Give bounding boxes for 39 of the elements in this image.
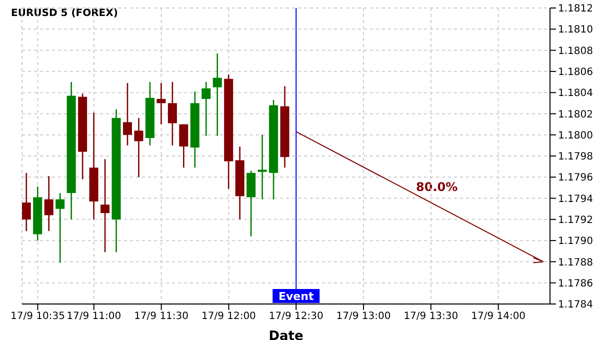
y-tick-label: 1.1786 [558,278,593,290]
candlestick [134,117,144,178]
y-tick-label: 1.1790 [558,236,593,248]
candlestick [156,82,166,125]
x-tick-label: 17/9 10:35 [10,311,65,322]
x-tick-label: 17/9 13:30 [404,311,458,322]
y-tick-label: 1.1810 [558,24,593,36]
y-tick-label: 1.1784 [558,300,593,311]
x-tick-label: 17/9 12:00 [201,311,256,322]
candlestick [44,175,54,232]
candlestick [258,134,267,200]
y-tick-label: 1.1800 [558,130,593,142]
chart-title: EURUSD 5 (FOREX) [11,8,118,19]
y-tick-label: 1.1812 [558,4,593,15]
candlestick [202,81,211,137]
y-tick-label: 1.1788 [558,257,593,268]
x-tick-label: 17/9 14:00 [471,311,526,322]
y-tick-label: 1.1804 [558,88,593,100]
candlestick [22,172,31,232]
x-tick-label: 17/9 13:00 [336,311,391,322]
ref-line-label: Event [278,290,314,303]
y-tick-label: 1.1808 [558,46,593,57]
candlestick [212,52,222,137]
annotation: 80.0% [416,180,458,194]
x-tick-label: 17/9 11:00 [66,311,122,322]
x-tick-label: 17/9 12:30 [268,311,324,322]
candlestick [179,124,188,168]
candlestick [56,192,65,264]
y-tick-label: 1.1792 [558,214,593,226]
candlestick [100,158,110,253]
x-axis-title: Date [268,329,304,340]
candlestick [168,81,177,146]
y-tick-label: 1.1806 [558,66,593,78]
y-tick-label: 1.1796 [558,172,593,184]
candlestick [122,82,132,146]
x-tick-label: 17/9 11:30 [134,311,189,322]
y-tick-label: 1.1802 [558,109,593,120]
y-tick-label: 1.1798 [558,152,593,163]
y-tick-label: 1.1794 [558,194,593,205]
